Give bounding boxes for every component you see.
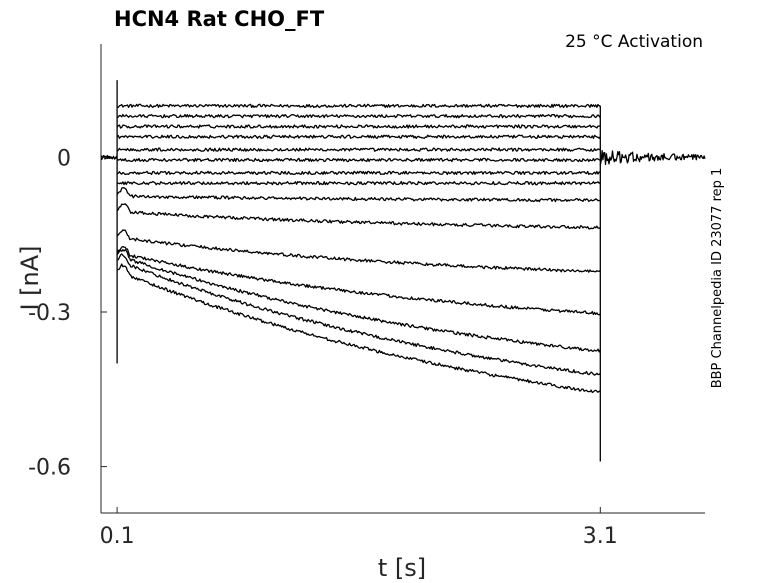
x-axis-label: t [s]	[378, 554, 426, 582]
current-trace	[116, 157, 601, 163]
chart-annotation: 25 °C Activation	[565, 32, 703, 52]
current-trace	[116, 253, 601, 376]
y-axis-label: I [nA]	[16, 245, 44, 310]
current-trace	[116, 245, 601, 316]
current-trace	[116, 229, 601, 273]
y-tick-label: -0.6	[28, 456, 71, 481]
current-trace	[117, 170, 601, 176]
current-trace	[116, 180, 601, 186]
current-trace	[116, 147, 601, 152]
current-traces	[100, 80, 706, 462]
y-tick-label: -0.3	[28, 301, 71, 326]
x-tick-label: 0.1	[100, 524, 135, 549]
post-pulse-tail	[599, 149, 706, 166]
current-trace	[116, 203, 601, 230]
current-trace	[116, 134, 601, 139]
current-trace	[116, 187, 601, 203]
x-tick-label: 3.1	[583, 524, 618, 549]
chart-title: HCN4 Rat CHO_FT	[114, 7, 325, 31]
current-trace	[116, 249, 601, 353]
current-trace	[116, 124, 601, 129]
current-trace	[116, 113, 601, 119]
current-trace	[117, 103, 601, 109]
current-trace	[117, 263, 601, 394]
axis-ticks: 0 -0.3 -0.6 0.1 3.1	[28, 146, 618, 549]
dataset-id-label: BBP Channelpedia ID 23077 rep 1	[710, 168, 725, 389]
y-tick-label: 0	[57, 146, 71, 171]
pre-pulse-baseline	[100, 154, 118, 161]
